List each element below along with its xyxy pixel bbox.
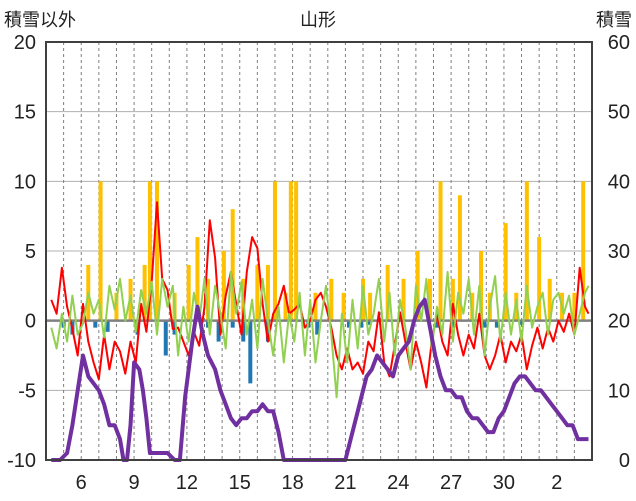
negative-bar [482, 320, 487, 328]
snowfall-bar [294, 181, 299, 321]
snowfall-bar [361, 278, 366, 321]
plot-border [45, 41, 593, 461]
series-lines [50, 201, 590, 462]
x-tick-label: 27 [440, 472, 462, 494]
snowfall-bar [457, 195, 462, 321]
snowfall-bar [368, 292, 373, 321]
snowfall-bar [288, 181, 293, 321]
right-tick-label: 0 [619, 450, 630, 472]
negative-bar [105, 320, 110, 332]
snowfall-bar [147, 181, 152, 321]
left-tick-label: 0 [25, 311, 36, 333]
snowfall-bar [329, 278, 334, 321]
series-line-snow_depth [51, 297, 589, 462]
negative-bar [366, 320, 371, 325]
right-tick-label: 60 [608, 32, 630, 54]
x-tick-label: 18 [281, 472, 303, 494]
negative-bar [163, 320, 168, 356]
snowfall-bar [142, 264, 147, 321]
negative-bar [346, 320, 351, 328]
snowfall-bar [572, 292, 577, 321]
snowfall-bar [547, 278, 552, 321]
negative-bar [265, 320, 270, 342]
x-tick-label: 6 [76, 472, 87, 494]
negative-bar [248, 320, 253, 384]
snowfall-bar [283, 292, 288, 321]
snowfall-bar [206, 278, 211, 321]
left-tick-label: 5 [25, 241, 36, 263]
right-axis-ticks: 60 50 40 30 20 10 0 [608, 32, 630, 472]
x-axis-ticks: 6 9 12 15 18 21 24 27 30 2 [76, 472, 563, 494]
right-tick-label: 40 [608, 171, 630, 193]
left-axis-ticks: 20 15 10 5 0 -5 -10 [7, 32, 36, 472]
negative-bar [359, 320, 364, 328]
snowfall-bar [230, 209, 235, 321]
snowfall-bar [427, 278, 432, 321]
snowfall-bar [221, 251, 226, 321]
snowfall-bar [415, 251, 420, 321]
left-axis-label: 積雪以外 [4, 10, 76, 31]
snowfall-bar [114, 292, 119, 321]
negative-bar [93, 320, 98, 328]
snowfall-bar [401, 278, 406, 321]
left-tick-label: -5 [18, 380, 36, 402]
negative-bar [241, 320, 246, 342]
negative-bar [135, 320, 140, 335]
negative-bar [494, 320, 499, 328]
left-tick-label: 20 [14, 32, 36, 54]
right-axis-label: 積雪 [596, 10, 632, 31]
snowfall-bar [154, 181, 159, 321]
negative-bar [450, 320, 455, 328]
snowfall-bar [313, 292, 318, 321]
snowfall-bar [479, 251, 484, 321]
snowfall-bar [450, 278, 455, 321]
snowfall-bar [537, 237, 542, 321]
plot-frame [45, 41, 593, 461]
snowfall-bar [341, 292, 346, 321]
x-tick-label: 15 [229, 472, 251, 494]
snowfall-bar [524, 181, 529, 321]
left-tick-label: -10 [7, 450, 36, 472]
right-tick-label: 30 [608, 241, 630, 263]
chart-title: 山形 [300, 10, 336, 31]
snowfall-bar [438, 181, 443, 321]
negative-bar [519, 320, 524, 325]
right-tick-label: 50 [608, 102, 630, 124]
x-tick-label: 30 [493, 472, 515, 494]
negative-bar [230, 320, 235, 328]
left-tick-label: 10 [14, 171, 36, 193]
snowfall-bar [255, 264, 260, 321]
series-line-anomaly [50, 270, 590, 399]
x-tick-label: 9 [129, 472, 140, 494]
right-tick-label: 10 [608, 380, 630, 402]
x-tick-label: 24 [387, 472, 409, 494]
bars [61, 181, 586, 384]
snowfall-bar [272, 181, 277, 321]
x-tick-label: 12 [176, 472, 198, 494]
right-tick-label: 20 [608, 311, 630, 333]
snowfall-bar [186, 264, 191, 321]
left-tick-label: 15 [14, 102, 36, 124]
snowfall-bar [503, 223, 508, 321]
negative-bar [435, 320, 440, 328]
snowfall-bar [195, 237, 200, 321]
snowfall-bar [581, 181, 586, 321]
snowfall-bar [98, 181, 103, 321]
x-tick-label: 21 [334, 472, 356, 494]
negative-bar [315, 320, 320, 335]
negative-bar [216, 320, 221, 342]
snowfall-bar [385, 264, 390, 321]
snowfall-bar [265, 264, 270, 321]
x-tick-label: 2 [551, 472, 562, 494]
